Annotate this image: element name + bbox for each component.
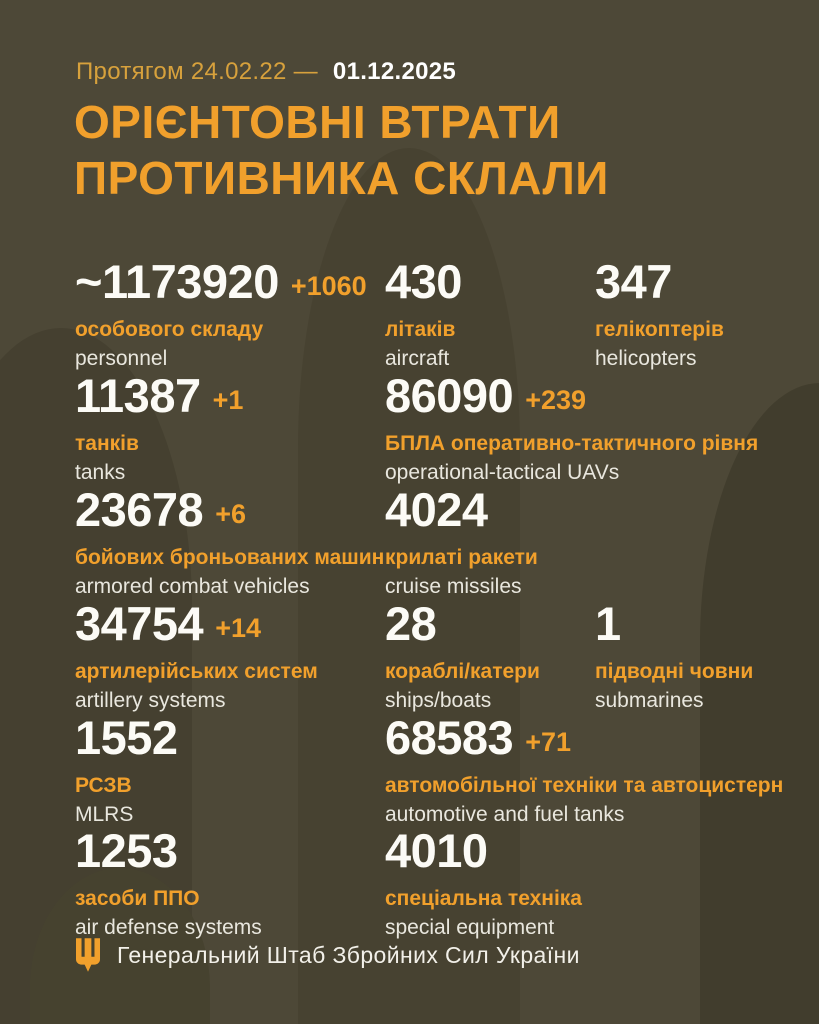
stat-label-en: personnel	[75, 347, 168, 370]
stat-uavs: 86090 +239 БПЛА оперативно-тактичного рі…	[385, 372, 758, 486]
stat-label-ua: гелікоптерів	[595, 318, 724, 341]
stat-label-en: automotive and fuel tanks	[385, 803, 625, 826]
stat-helicopters: 347 гелікоптерів helicopters	[595, 258, 724, 372]
stat-value: 347	[595, 255, 672, 308]
stat-value: 86090	[385, 369, 514, 422]
stat-value: ~1173920	[75, 255, 279, 308]
stat-armored-vehicles: 23678 +6 бойових броньованих машин armor…	[75, 486, 384, 600]
stat-label-ua: засоби ППО	[75, 887, 200, 910]
page-title: ОРІЄНТОВНІ ВТРАТИ ПРОТИВНИКА СКЛАЛИ	[74, 94, 609, 206]
stat-delta: +1	[212, 385, 244, 415]
page-title-line1: ОРІЄНТОВНІ ВТРАТИ	[74, 96, 561, 148]
footer: Генеральний Штаб Збройних Сил України	[76, 938, 580, 972]
stat-label-en: helicopters	[595, 347, 697, 370]
stat-value: 23678	[75, 483, 204, 536]
stat-label-en: air defense systems	[75, 916, 262, 939]
stat-label-ua: особового складу	[75, 318, 264, 341]
stat-label-ua: бойових броньованих машин	[75, 546, 385, 569]
page-title-line2: ПРОТИВНИКА СКЛАЛИ	[74, 152, 609, 204]
stat-air-defense: 1253 засоби ППО air defense systems	[75, 827, 262, 941]
stat-tanks: 11387 +1 танків tanks	[75, 372, 243, 486]
trident-icon	[76, 938, 100, 972]
stat-artillery: 34754 +14 артилерійських систем artiller…	[75, 600, 318, 714]
stat-value: 1253	[75, 824, 178, 877]
stat-label-en: MLRS	[75, 803, 134, 826]
date-range: Протягом 24.02.22 — 01.12.2025	[76, 58, 456, 86]
stat-label-en: cruise missiles	[385, 575, 522, 598]
stat-label-ua: БПЛА оперативно-тактичного рівня	[385, 432, 759, 455]
stat-aircraft: 430 літаків aircraft	[385, 258, 462, 372]
stat-label-en: armored combat vehicles	[75, 575, 310, 598]
stat-label-ua: спеціальна техніка	[385, 887, 582, 910]
stat-special-equipment: 4010 спеціальна техніка special equipmen…	[385, 827, 582, 941]
stat-value: 68583	[385, 711, 514, 764]
stat-label-ua: артилерійських систем	[75, 660, 318, 683]
stat-label-ua: крилаті ракети	[385, 546, 538, 569]
stat-label-ua: підводні човни	[595, 660, 754, 683]
stat-label-ua: кораблі/катери	[385, 660, 540, 683]
stat-value: 4024	[385, 483, 488, 536]
stat-value: 1552	[75, 711, 178, 764]
stat-label-en: operational-tactical UAVs	[385, 461, 620, 484]
stat-delta: +1060	[290, 271, 367, 301]
stat-value: 11387	[75, 369, 201, 422]
date-current: 01.12.2025	[332, 58, 457, 85]
stat-label-ua: РСЗВ	[75, 774, 132, 797]
stat-personnel: ~1173920 +1060 особового складу personne…	[75, 258, 367, 372]
stat-value: 1	[595, 597, 621, 650]
stat-delta: +14	[215, 613, 262, 643]
stat-delta: +239	[525, 385, 587, 415]
stat-value: 430	[385, 255, 462, 308]
stat-value: 34754	[75, 597, 204, 650]
stat-value: 4010	[385, 824, 488, 877]
stat-mlrs: 1552 РСЗВ MLRS	[75, 714, 178, 828]
stat-label-en: submarines	[595, 689, 704, 712]
stat-label-en: ships/boats	[385, 689, 492, 712]
date-range-prefix: Протягом 24.02.22 —	[76, 58, 318, 85]
stat-automotive: 68583 +71 автомобільної техніки та автоц…	[385, 714, 783, 828]
stat-label-ua: танків	[75, 432, 139, 455]
stat-label-en: special equipment	[385, 916, 555, 939]
stat-label-en: artillery systems	[75, 689, 226, 712]
stat-label-ua: літаків	[385, 318, 456, 341]
stat-value: 28	[385, 597, 437, 650]
stat-cruise-missiles: 4024 крилаті ракети cruise missiles	[385, 486, 538, 600]
stat-label-en: tanks	[75, 461, 126, 484]
stat-submarines: 1 підводні човни submarines	[595, 600, 753, 714]
stat-ships: 28 кораблі/катери ships/boats	[385, 600, 540, 714]
stat-label-ua: автомобільної техніки та автоцистерн	[385, 774, 784, 797]
stat-delta: +71	[525, 727, 572, 757]
footer-org-name: Генеральний Штаб Збройних Сил України	[117, 941, 580, 968]
stat-label-en: aircraft	[385, 347, 450, 370]
stat-delta: +6	[215, 499, 246, 529]
